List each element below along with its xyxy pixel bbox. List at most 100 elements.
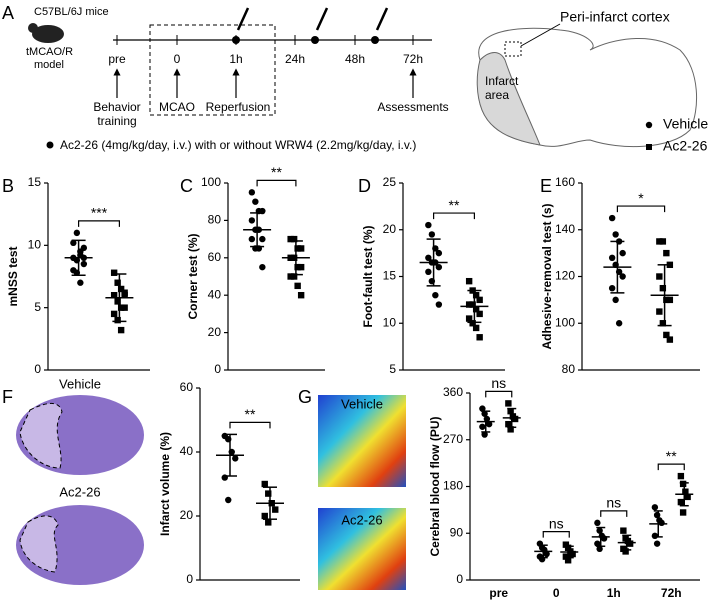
point bbox=[651, 504, 659, 511]
legend-marker bbox=[645, 121, 653, 129]
point bbox=[110, 292, 118, 299]
treatment: Ac2-26 (4mg/kg/day, i.v.) with or withou… bbox=[60, 138, 416, 152]
y-tick-label: 360 bbox=[443, 385, 463, 399]
peri-label: Peri-infarct cortex bbox=[560, 9, 670, 25]
point bbox=[114, 298, 121, 305]
infarct-area bbox=[476, 52, 541, 146]
point bbox=[117, 285, 125, 293]
y-tick-label: 90 bbox=[450, 525, 464, 539]
y-tick-label: 5 bbox=[389, 362, 396, 376]
infarct-label: Infarct bbox=[485, 74, 519, 88]
timepoint-label: 24h bbox=[285, 52, 305, 66]
point bbox=[608, 284, 616, 292]
caption: Vehicle bbox=[341, 396, 383, 411]
y-tick-label: 25 bbox=[383, 175, 397, 189]
point bbox=[114, 279, 121, 286]
point bbox=[465, 301, 473, 308]
point bbox=[485, 420, 493, 428]
timepoint-label: 48h bbox=[345, 52, 365, 66]
injection bbox=[371, 36, 379, 44]
point bbox=[265, 519, 272, 526]
y-axis-label: Infarct volume (%) bbox=[158, 432, 172, 536]
dashed-box bbox=[149, 24, 276, 116]
sig-bracket bbox=[256, 179, 297, 187]
x-tick-label: 0 bbox=[553, 586, 560, 600]
syringe bbox=[236, 7, 389, 31]
point bbox=[684, 493, 691, 501]
point bbox=[677, 472, 685, 480]
point bbox=[543, 550, 550, 558]
y-tick-label: 20 bbox=[383, 222, 397, 236]
caption: Vehicle bbox=[59, 376, 101, 391]
x-tick-label: 72h bbox=[661, 586, 682, 600]
point bbox=[73, 229, 81, 237]
point bbox=[248, 235, 256, 243]
point bbox=[479, 423, 486, 430]
event-label: training bbox=[97, 114, 136, 128]
point bbox=[507, 407, 514, 415]
point bbox=[232, 455, 239, 462]
y-tick-label: 100 bbox=[555, 315, 575, 329]
point bbox=[472, 306, 480, 313]
point bbox=[594, 519, 601, 527]
y-tick-label: 20 bbox=[180, 508, 194, 522]
point bbox=[287, 235, 294, 243]
y-tick-label: 60 bbox=[208, 250, 222, 264]
point bbox=[666, 296, 674, 304]
point bbox=[261, 480, 268, 488]
infarct-outline bbox=[19, 403, 63, 469]
injection bbox=[232, 36, 240, 44]
sig-label: ** bbox=[245, 406, 256, 422]
y-tick-label: 140 bbox=[555, 222, 575, 236]
point bbox=[622, 548, 629, 555]
y-tick-label: 180 bbox=[443, 479, 463, 493]
point bbox=[663, 296, 670, 304]
x-tick-label: pre bbox=[489, 586, 508, 600]
point bbox=[596, 545, 603, 553]
point bbox=[469, 320, 476, 327]
point bbox=[608, 254, 616, 261]
sig-bracket bbox=[229, 421, 271, 429]
y-tick-label: 5 bbox=[34, 300, 41, 314]
legend-label: Vehicle bbox=[663, 116, 708, 132]
y-tick-label: 10 bbox=[28, 238, 42, 252]
point bbox=[505, 400, 512, 407]
point bbox=[472, 324, 480, 332]
point bbox=[564, 557, 572, 564]
point bbox=[663, 331, 670, 339]
timeline-group: pre 0 1h 24h 48h 72h bbox=[108, 35, 423, 66]
point bbox=[562, 553, 570, 560]
injection bbox=[311, 36, 319, 44]
point bbox=[294, 263, 301, 271]
point bbox=[511, 415, 519, 423]
caption: Ac2-26 bbox=[341, 512, 382, 527]
event-label: Behavior bbox=[93, 100, 140, 114]
sig-bracket bbox=[433, 212, 475, 220]
mouse-icon bbox=[32, 25, 64, 43]
panel-letter: E bbox=[540, 176, 552, 196]
point bbox=[476, 296, 483, 304]
point bbox=[481, 431, 488, 438]
point bbox=[290, 235, 298, 243]
event-label: Assessments bbox=[377, 100, 448, 114]
timepoint-label: 1h bbox=[229, 52, 242, 66]
sig-bracket bbox=[485, 390, 513, 398]
point bbox=[294, 245, 301, 252]
y-axis-label: Corner test (%) bbox=[186, 233, 200, 319]
sig-label: ** bbox=[271, 164, 282, 180]
y-tick-label: 270 bbox=[443, 432, 463, 446]
point bbox=[117, 304, 125, 311]
point bbox=[656, 273, 663, 280]
point bbox=[272, 506, 279, 513]
point bbox=[290, 273, 298, 280]
panel-letter: B bbox=[2, 176, 14, 196]
y-tick-label: 40 bbox=[180, 444, 194, 458]
event-label: Reperfusion bbox=[206, 100, 271, 114]
y-tick-label: 15 bbox=[383, 269, 397, 283]
y-tick-label: 0 bbox=[214, 362, 221, 376]
strain: C57BL/6J mice bbox=[34, 6, 109, 18]
panel-letter: G bbox=[298, 387, 312, 407]
y-tick-label: 80 bbox=[562, 362, 576, 376]
point bbox=[435, 301, 443, 308]
